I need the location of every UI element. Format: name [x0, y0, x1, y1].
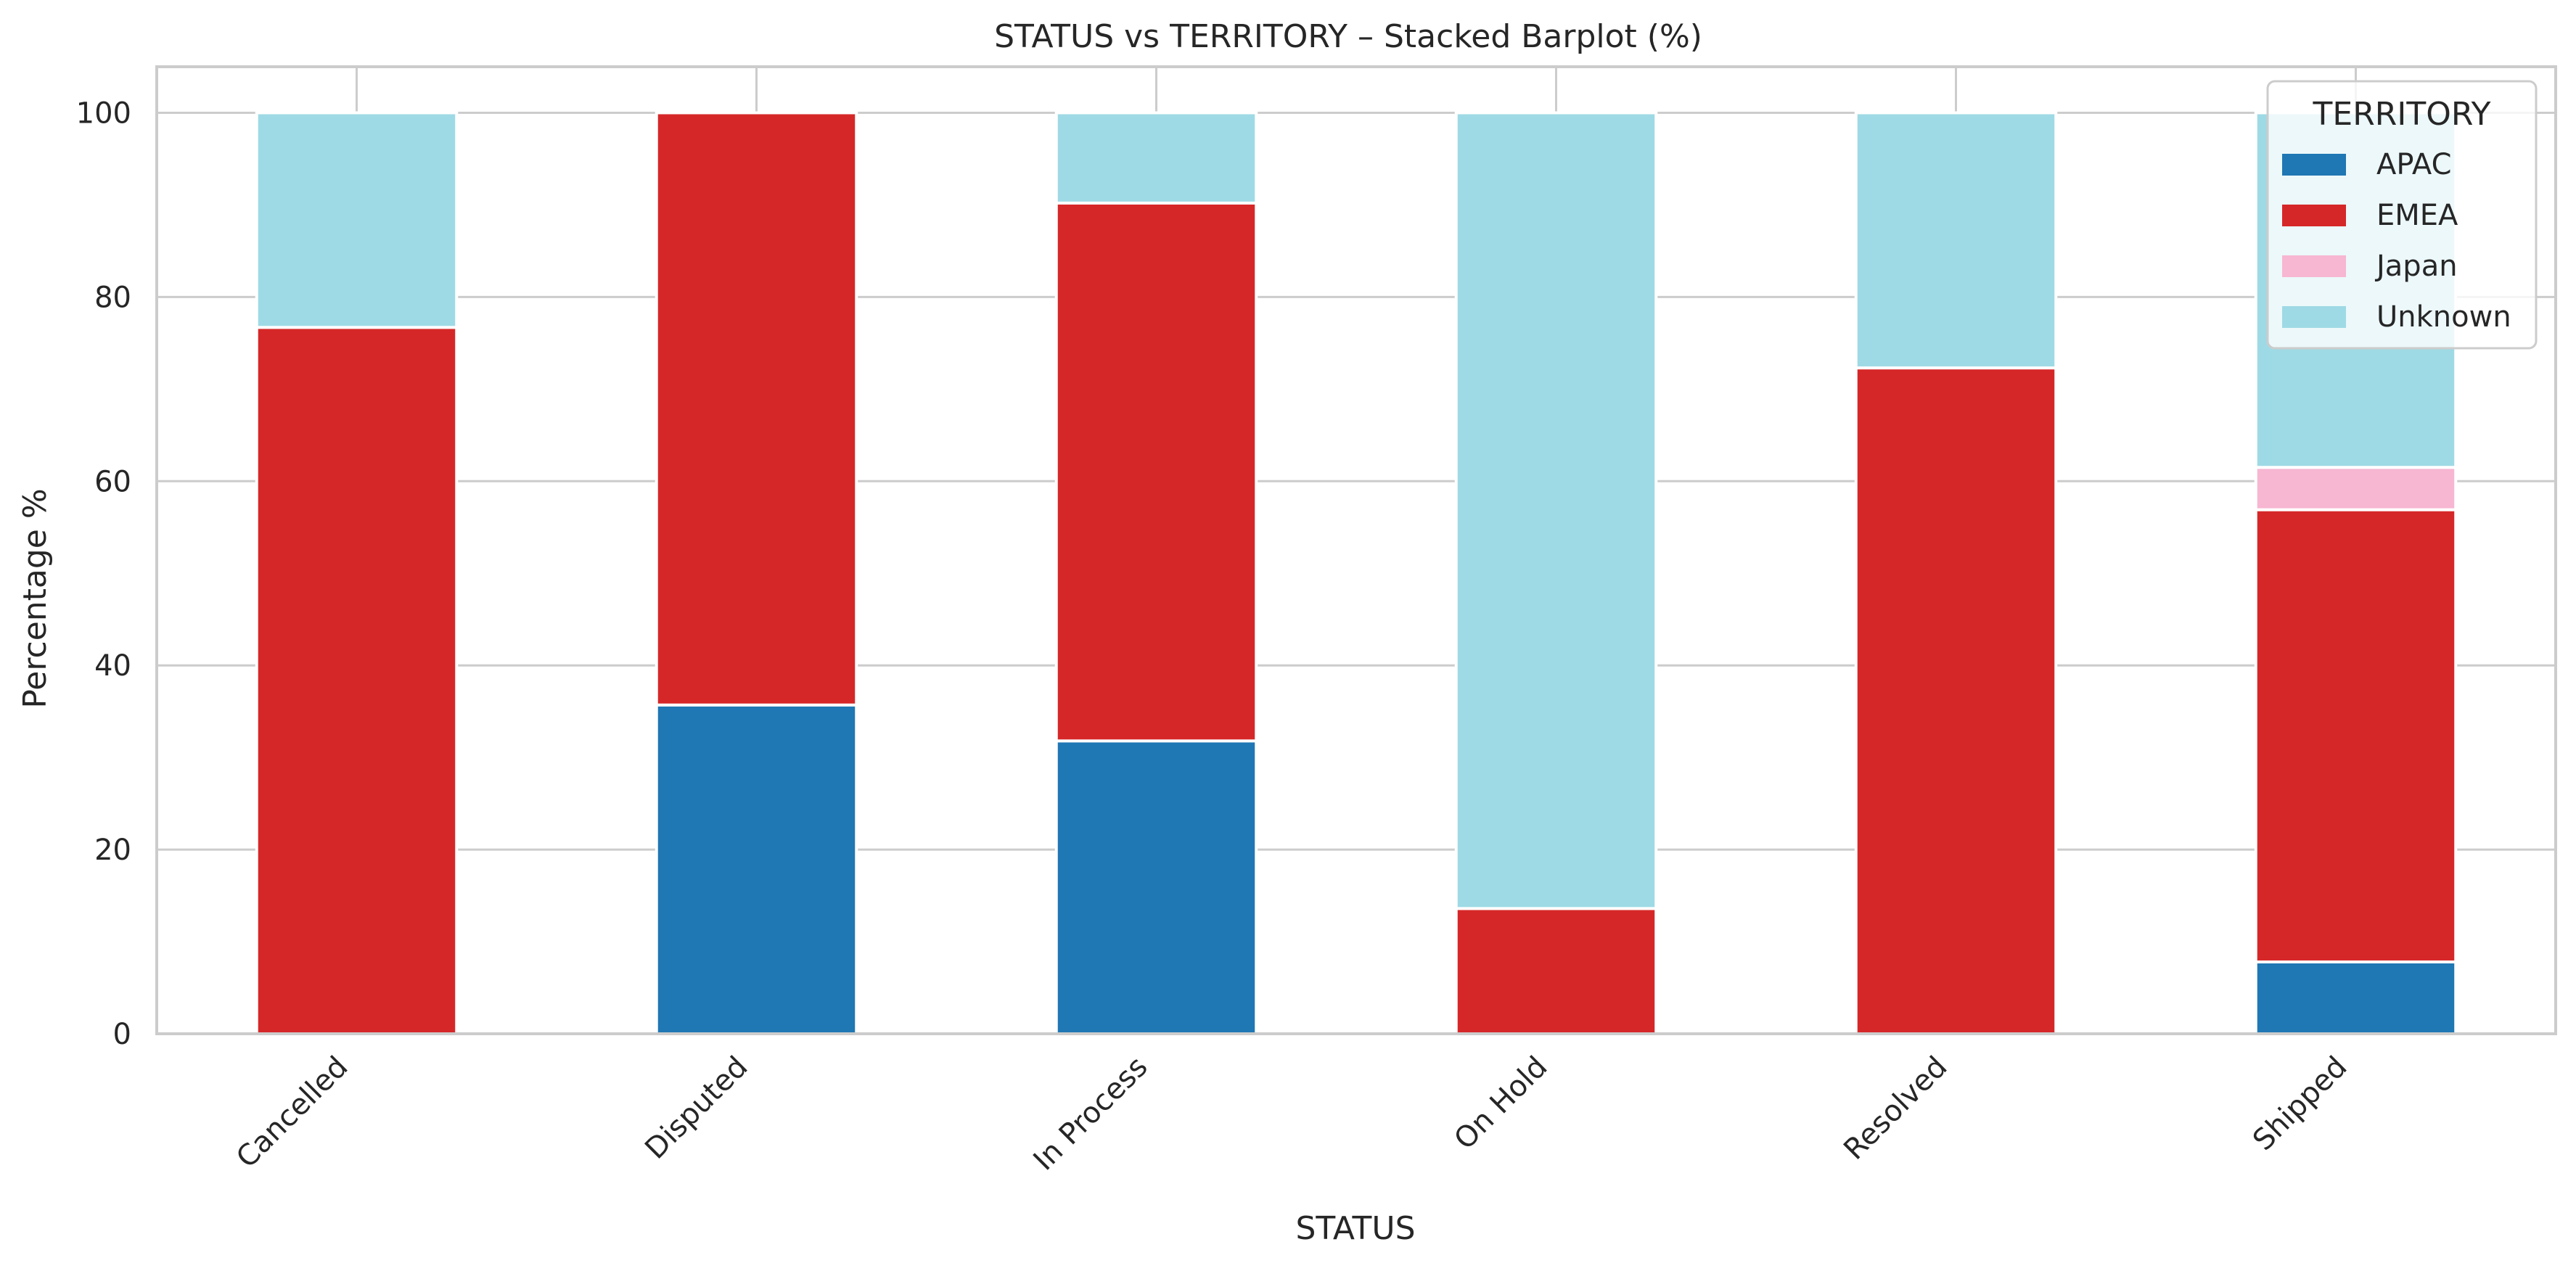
y-tick-label: 40 [94, 649, 131, 683]
legend-swatch-japan [2282, 255, 2346, 277]
bar-segment-apac [1054, 739, 1258, 1035]
y-tick-label: 80 [94, 281, 131, 314]
bar-segment-japan [2254, 466, 2458, 511]
legend-title: TERRITORY [2313, 96, 2491, 133]
bar-segment-emea [1854, 366, 2058, 1035]
legend-swatch-emea [2282, 205, 2346, 226]
y-axis-label: Percentage % [17, 488, 54, 708]
legend-label-unknown: Unknown [2376, 300, 2511, 334]
x-tick-label: Disputed [639, 1050, 754, 1166]
bar-segment-emea [2254, 508, 2458, 963]
legend-label-emea: EMEA [2376, 199, 2458, 232]
y-tick-label: 20 [94, 834, 131, 867]
y-tick-label: 100 [76, 96, 131, 130]
bar-segment-apac [655, 703, 858, 1036]
plot-frame [155, 65, 2557, 1035]
legend-box [2266, 80, 2538, 350]
y-tick-label: 60 [94, 465, 131, 498]
bar-segment-unknown [1454, 111, 1658, 910]
x-tick-label: Shipped [2247, 1050, 2354, 1158]
legend: TERRITORY APAC EMEA Japan Unknown [2266, 80, 2538, 350]
x-tick-label: Resolved [1837, 1050, 1953, 1167]
legend-label-japan: Japan [2374, 250, 2458, 283]
x-axis-label: STATUS [1295, 1210, 1415, 1247]
bar-segment-emea [1454, 907, 1658, 1035]
x-tick-label: On Hold [1448, 1050, 1554, 1156]
bar-segment-emea [655, 111, 858, 707]
bar-segment-unknown [1854, 111, 2058, 370]
bar-segment-unknown [1054, 111, 1258, 205]
chart-title: STATUS vs TERRITORY – Stacked Barplot (%… [994, 18, 1702, 55]
bars [255, 111, 2458, 1036]
legend-swatch-apac [2282, 154, 2346, 176]
legend-label-apac: APAC [2376, 148, 2452, 181]
legend-swatch-unknown [2282, 306, 2346, 328]
bar-segment-unknown [255, 111, 459, 329]
x-tick-label: Cancelled [230, 1050, 355, 1175]
x-tick-label: In Process [1027, 1050, 1154, 1177]
bar-segment-emea [1054, 201, 1258, 743]
bar-segment-apac [2254, 960, 2458, 1036]
bar-segment-emea [255, 326, 459, 1035]
grid-lines [157, 67, 2556, 1035]
y-tick-label: 0 [113, 1018, 131, 1051]
